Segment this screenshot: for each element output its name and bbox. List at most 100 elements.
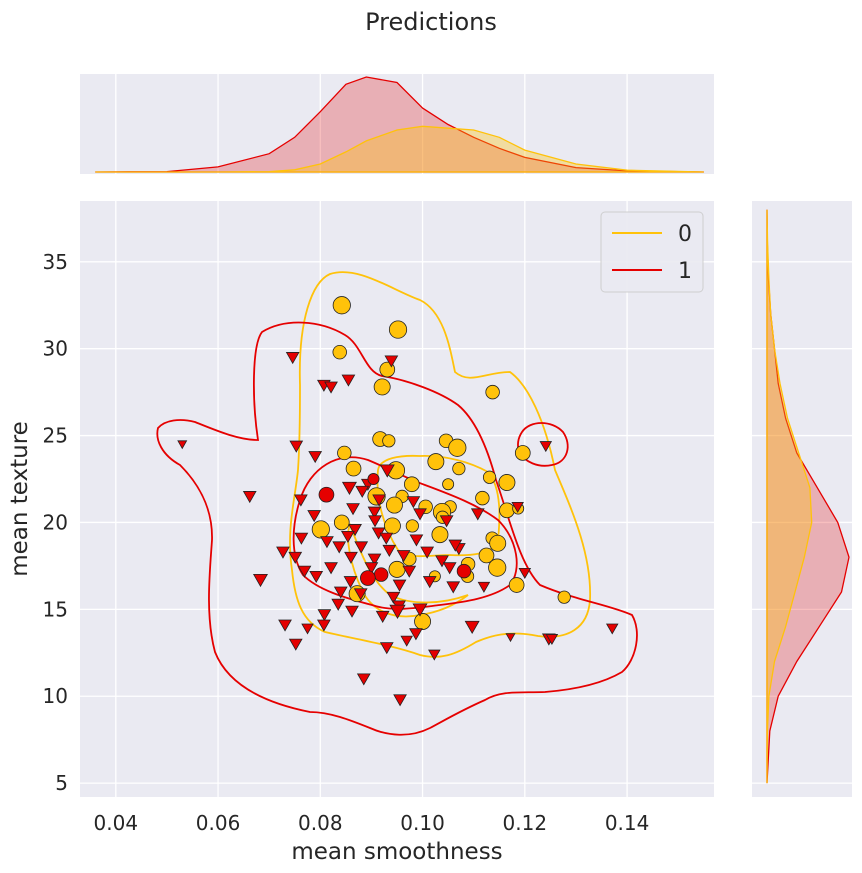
- point-class1: [177, 440, 188, 450]
- y-tick-label: 25: [43, 424, 68, 448]
- y-tick-label: 20: [43, 510, 68, 534]
- chart-title: Predictions: [365, 8, 497, 36]
- point-class1: [367, 473, 380, 485]
- point-class1: [428, 649, 441, 661]
- point-class1: [384, 355, 399, 368]
- point-class1: [372, 494, 386, 507]
- point-class0: [333, 514, 350, 531]
- point-class1: [294, 532, 309, 545]
- point-class1: [278, 619, 292, 632]
- point-class1: [318, 486, 335, 503]
- point-class0: [337, 445, 352, 461]
- point-class1: [301, 623, 314, 635]
- point-class1: [442, 562, 457, 575]
- point-class0: [332, 344, 347, 360]
- point-class1: [435, 555, 449, 568]
- point-class1: [605, 623, 619, 635]
- x-axis-label: mean smoothness: [291, 839, 502, 865]
- point-class1: [368, 515, 382, 528]
- point-class1: [409, 534, 424, 547]
- point-class0: [489, 534, 507, 552]
- y-tick-label: 30: [43, 337, 68, 361]
- point-class1: [364, 562, 379, 575]
- point-class1: [396, 550, 411, 563]
- density-y-class0: [766, 209, 813, 784]
- point-class0: [514, 445, 531, 461]
- point-class0: [403, 476, 420, 493]
- point-class1: [331, 598, 346, 611]
- point-class0: [448, 438, 467, 457]
- point-class1: [373, 567, 389, 582]
- y-tick-label: 10: [43, 684, 68, 708]
- point-class0: [508, 577, 525, 593]
- point-class1: [470, 508, 485, 521]
- point-class0: [332, 296, 351, 315]
- point-class1: [420, 546, 435, 559]
- point-class1: [353, 588, 368, 601]
- point-class1: [297, 565, 312, 578]
- point-class1: [511, 501, 524, 513]
- point-class1: [464, 620, 480, 634]
- point-class1: [308, 451, 323, 464]
- point-class1: [341, 481, 357, 495]
- point-class0: [557, 590, 571, 604]
- point-class0: [311, 520, 330, 539]
- point-class0: [431, 526, 449, 544]
- contour-class0-outer: [289, 271, 591, 658]
- legend: 0 1: [600, 211, 704, 293]
- point-class1: [345, 605, 359, 618]
- point-class1: [386, 591, 401, 604]
- point-class1: [346, 503, 360, 516]
- point-class1: [409, 628, 423, 641]
- point-class1: [288, 638, 303, 651]
- point-class1: [518, 567, 532, 579]
- point-class1: [288, 551, 303, 564]
- point-class1: [379, 642, 394, 655]
- x-tick-label: 0.04: [94, 811, 139, 835]
- point-class1: [392, 579, 407, 592]
- density-x-class1: [95, 76, 704, 173]
- point-class0: [427, 453, 445, 471]
- point-class1: [341, 530, 355, 544]
- point-class1: [332, 541, 347, 554]
- point-class0: [498, 474, 516, 491]
- point-class1: [406, 496, 421, 509]
- point-class1: [307, 510, 322, 523]
- point-class1: [333, 586, 348, 599]
- point-class0: [382, 434, 396, 448]
- point-class1: [393, 694, 407, 707]
- legend-label-class0: 0: [678, 222, 692, 247]
- point-class1: [252, 573, 268, 588]
- marginal-x-gridlines: [115, 74, 628, 174]
- point-class1: [316, 619, 331, 632]
- y-tick-label: 35: [43, 250, 68, 274]
- marginal-x-panel: [80, 74, 714, 174]
- point-class1: [293, 494, 308, 507]
- point-class1: [402, 565, 417, 578]
- point-class1: [242, 491, 257, 504]
- point-class1: [439, 515, 454, 528]
- point-class1: [400, 635, 413, 647]
- point-class1: [477, 581, 491, 593]
- point-class0: [499, 502, 515, 519]
- point-class1: [360, 570, 376, 586]
- point-class1: [324, 562, 338, 575]
- y-tick-labels: 5 10 15 20 25 30 35: [43, 250, 68, 795]
- point-class0: [405, 519, 419, 533]
- contour-class1-outer: [156, 321, 638, 736]
- y-tick-label: 15: [43, 597, 68, 621]
- x-tick-label: 0.10: [400, 811, 445, 835]
- point-class0: [488, 558, 507, 577]
- point-class1: [367, 506, 382, 519]
- point-class1: [276, 546, 290, 559]
- point-class0: [482, 470, 497, 484]
- x-tick-label: 0.08: [298, 811, 343, 835]
- point-class0: [388, 560, 406, 578]
- contour-class0-side: [347, 522, 469, 618]
- point-class0: [414, 613, 432, 630]
- point-class1: [422, 576, 437, 589]
- point-class1: [456, 563, 472, 579]
- point-class1: [356, 673, 371, 686]
- point-class1: [545, 634, 559, 645]
